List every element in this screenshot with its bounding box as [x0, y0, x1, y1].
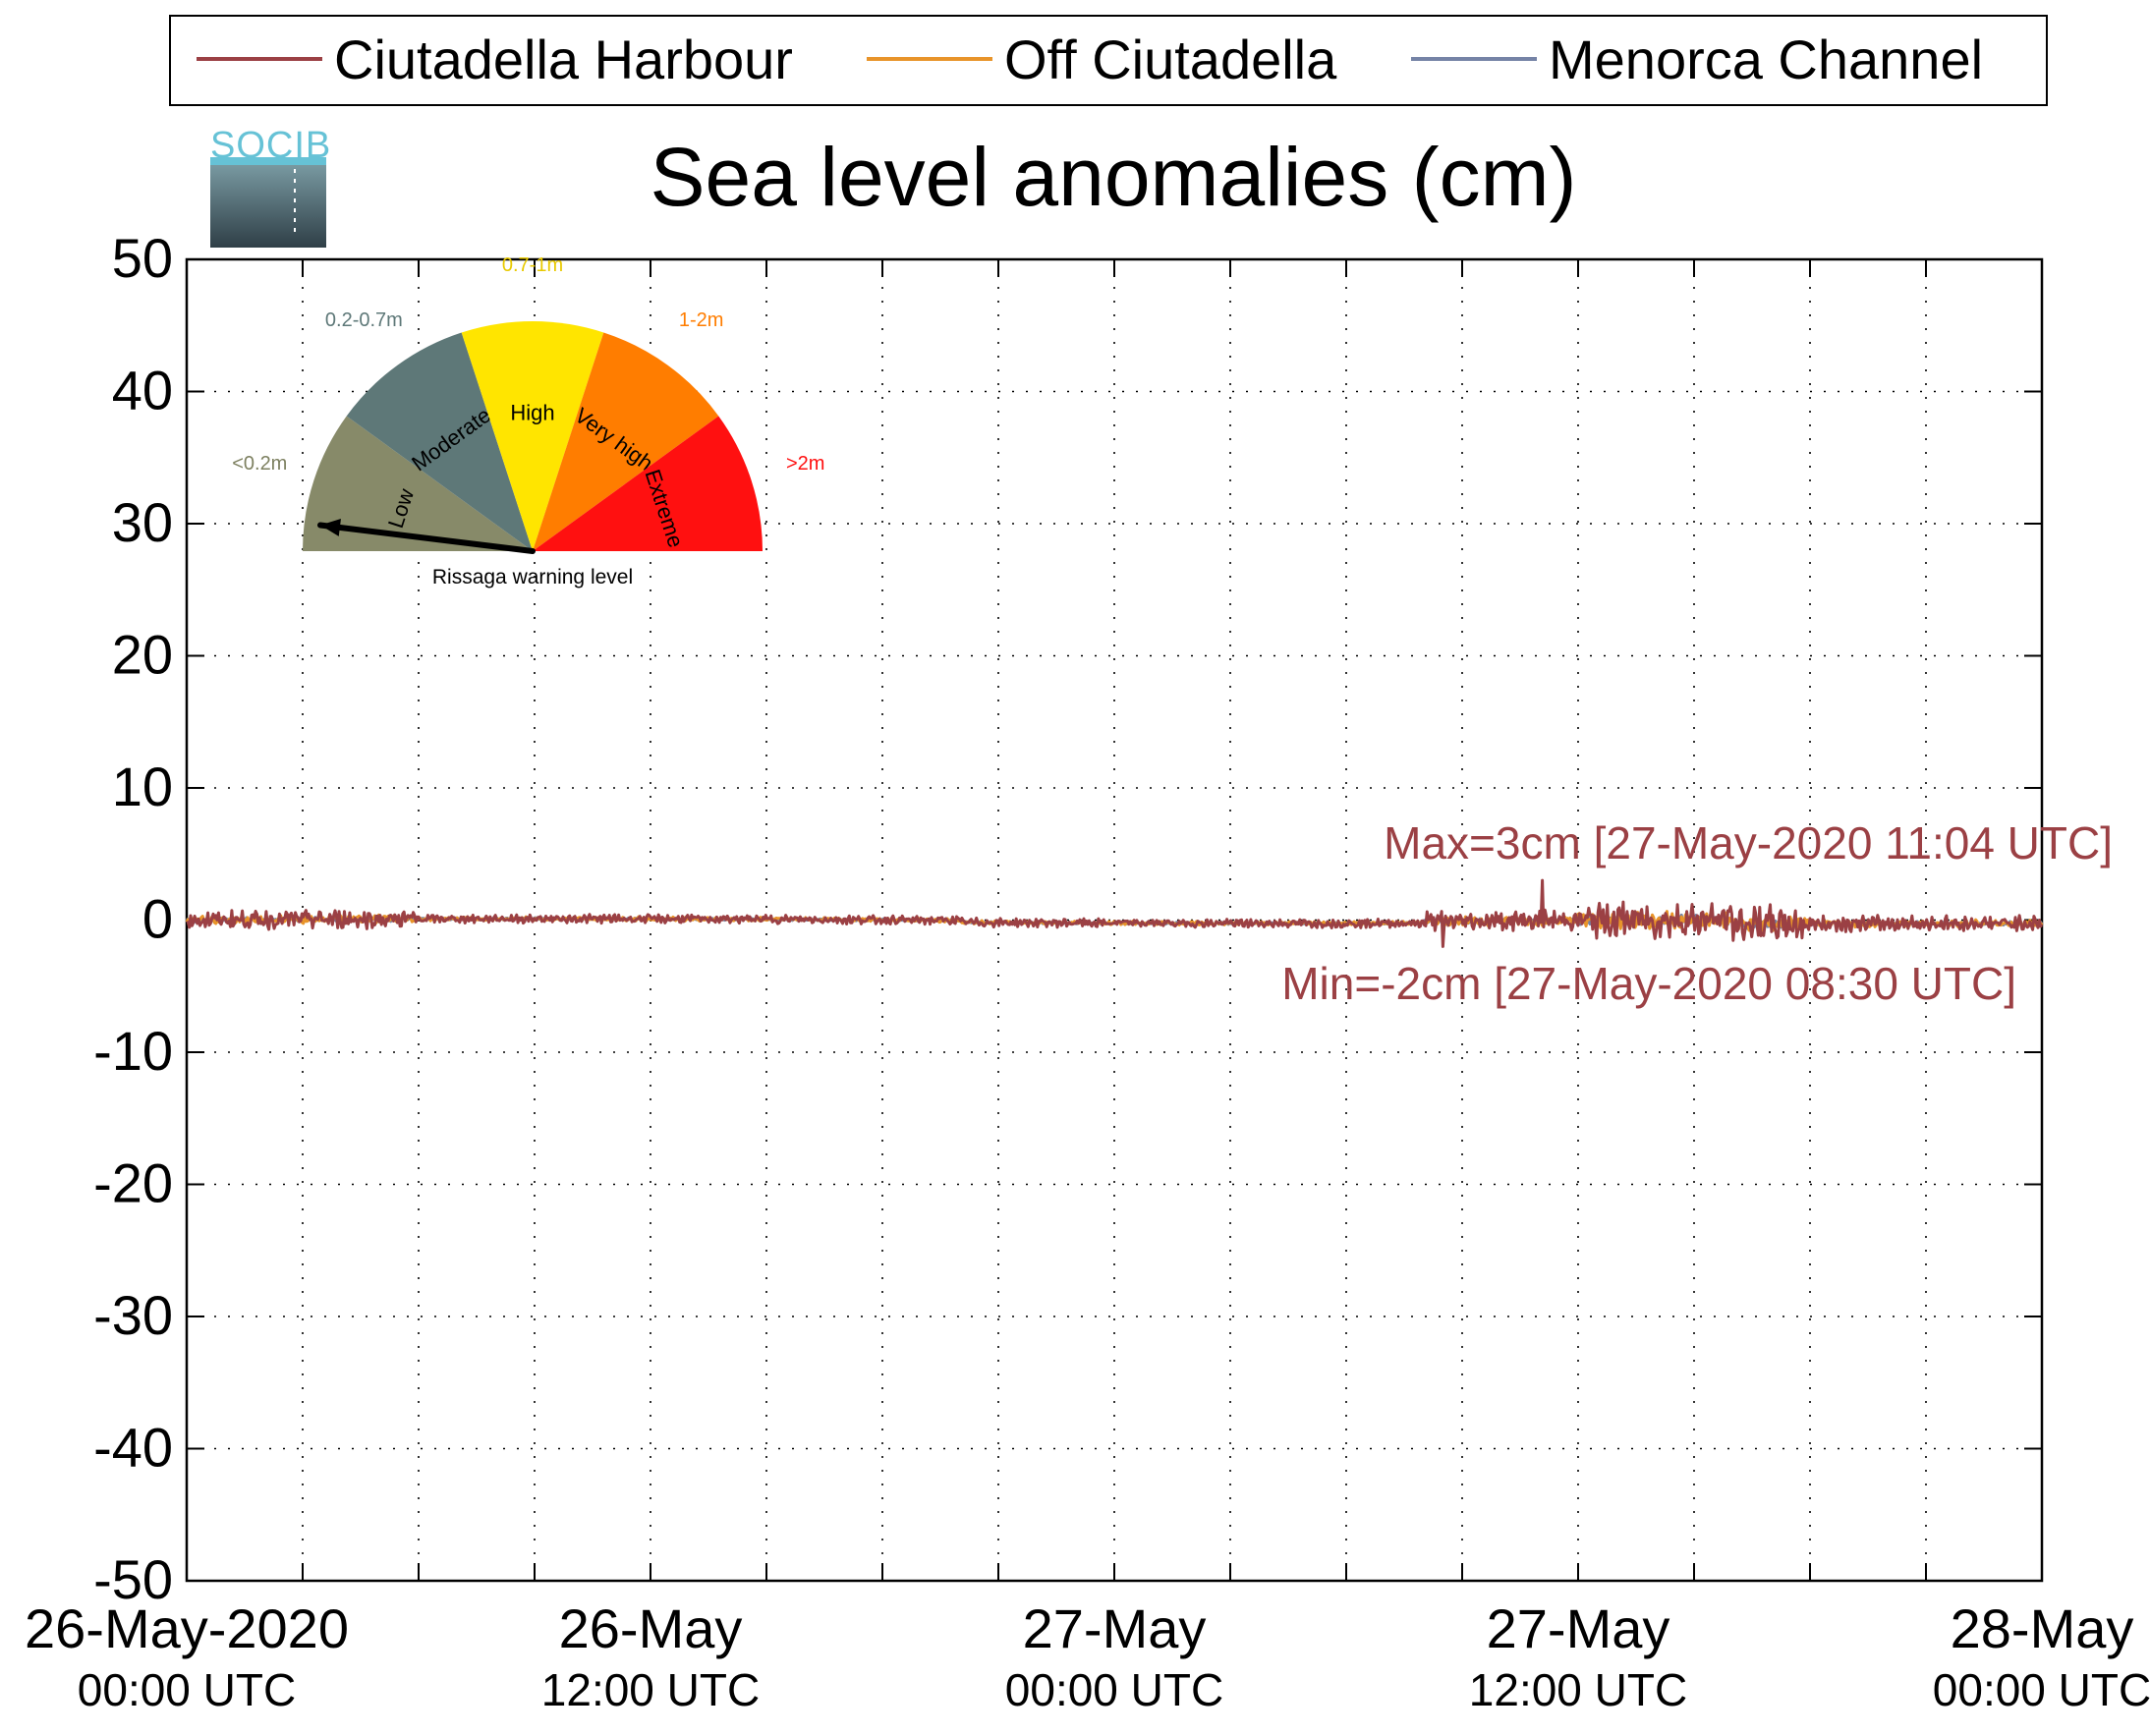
gauge-sector-moderate — [346, 332, 533, 551]
legend-label-ciutadella-harbour: Ciutadella Harbour — [334, 28, 793, 90]
x-tick-label-date: 26-May-2020 — [25, 1597, 349, 1659]
y-tick-label: -30 — [93, 1284, 173, 1346]
y-tick-label: 0 — [142, 888, 173, 950]
y-tick-label: -50 — [93, 1548, 173, 1610]
y-tick-label: 20 — [112, 624, 173, 686]
gauge-range-label: 0.2-0.7m — [325, 309, 403, 331]
gauge-sector-high — [461, 321, 604, 551]
x-tick-label-date: 27-May — [1023, 1597, 1207, 1659]
gauge-sector-label: High — [510, 401, 554, 425]
logo-wave — [210, 157, 326, 165]
max-annotation: Max=3cm [27-May-2020 11:04 UTC] — [1384, 817, 2113, 868]
logo-gradient-block — [210, 163, 326, 248]
chart-title: Sea level anomalies (cm) — [650, 131, 1576, 223]
gauge-sector-low — [303, 416, 533, 551]
y-tick-labels: 50 40 30 20 10 0 -10 -20 -30 -40 -50 — [93, 227, 173, 1610]
y-tick-label: -40 — [93, 1417, 173, 1479]
gauge-needle-arrowhead — [320, 518, 341, 536]
x-tick-label-date: 27-May — [1487, 1597, 1670, 1659]
gauge-range-label: 0.7-1m — [502, 254, 563, 276]
y-tick-label: -10 — [93, 1020, 173, 1082]
gauge-sector-very-high — [533, 332, 719, 551]
gauge-needle — [317, 522, 536, 554]
legend-box — [169, 15, 2048, 106]
series-line-ciutadella-harbour — [186, 878, 2044, 948]
legend-label-menorca-channel: Menorca Channel — [1549, 28, 1983, 90]
x-tick-label-time: 00:00 UTC — [78, 1664, 296, 1715]
x-tick-label-date: 26-May — [559, 1597, 743, 1659]
gauge-range-label: 1-2m — [679, 309, 724, 331]
y-tick-label: 50 — [112, 227, 173, 289]
y-tick-label: -20 — [93, 1152, 173, 1214]
x-tick-label-date: 28-May — [1951, 1597, 2134, 1659]
x-tick-label-time: 12:00 UTC — [541, 1664, 760, 1715]
y-tick-label: 10 — [112, 756, 173, 817]
legend: Ciutadella Harbour Off Ciutadella Menorc… — [169, 15, 2048, 106]
x-tick-label-time: 00:00 UTC — [1005, 1664, 1223, 1715]
y-tick-label: 40 — [112, 360, 173, 421]
gauge-range-label: <0.2m — [232, 453, 287, 475]
series-lines — [185, 878, 2044, 948]
gauge-caption: Rissaga warning level — [432, 566, 633, 588]
min-annotation: Min=-2cm [27-May-2020 08:30 UTC] — [1281, 958, 2016, 1009]
socib-logo: SOCIB — [210, 125, 331, 248]
gauge-range-label: >2m — [786, 453, 824, 475]
y-tick-label: 30 — [112, 491, 173, 553]
x-tick-label-time: 00:00 UTC — [1933, 1664, 2150, 1715]
x-tick-label-time: 12:00 UTC — [1469, 1664, 1687, 1715]
gauge-sector-extreme — [533, 416, 763, 551]
logo-text: SOCIB — [210, 125, 331, 166]
legend-label-off-ciutadella: Off Ciutadella — [1004, 28, 1337, 90]
